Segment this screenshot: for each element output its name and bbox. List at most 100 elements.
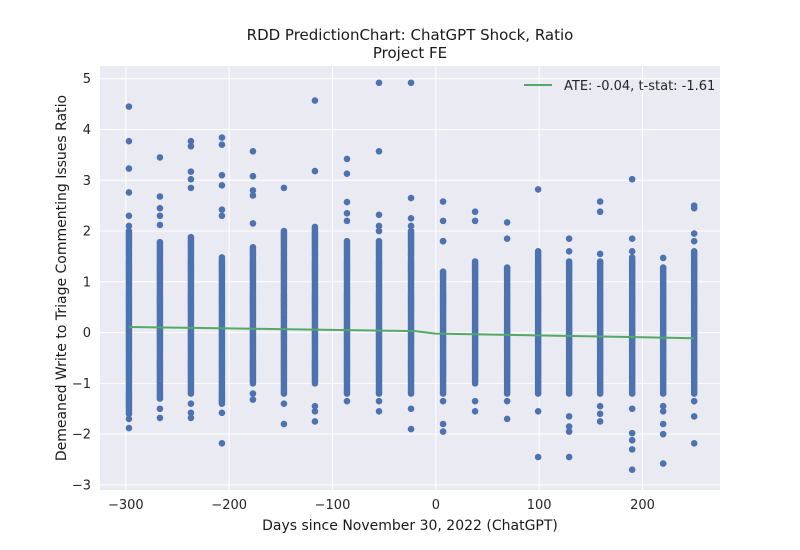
scatter-point xyxy=(280,184,288,192)
scatter-point xyxy=(249,396,257,403)
scatter-point xyxy=(125,415,133,423)
scatter-point xyxy=(375,227,383,235)
scatter-point xyxy=(187,414,195,422)
scatter-point xyxy=(343,198,351,206)
scatter-point xyxy=(218,206,226,214)
scatter-point xyxy=(659,407,667,415)
scatter-point xyxy=(375,407,383,415)
scatter-point xyxy=(375,211,383,219)
scatter-point xyxy=(565,235,573,242)
scatter-point xyxy=(125,189,133,196)
y-axis-ticks: −3 −2 −1 0 1 2 3 4 5 xyxy=(72,72,91,493)
scatter-point xyxy=(311,418,319,425)
y-tick-label: 1 xyxy=(83,275,91,290)
scatter-point xyxy=(690,397,698,405)
scatter-point xyxy=(125,165,133,172)
scatter-point xyxy=(565,423,573,430)
scatter-point xyxy=(125,222,133,230)
scatter-point xyxy=(596,418,604,425)
scatter-point xyxy=(690,237,698,245)
scatter-point xyxy=(343,170,351,177)
scatter-point xyxy=(218,141,226,149)
y-axis-label: Demeaned Write to Triage Commenting Issu… xyxy=(54,95,70,461)
scatter-point xyxy=(503,219,511,226)
scatter-point xyxy=(187,175,195,183)
scatter-point xyxy=(659,430,667,438)
scatter-point xyxy=(690,413,698,420)
scatter-point xyxy=(249,187,257,194)
scatter-point xyxy=(375,79,383,87)
scatter-point xyxy=(187,409,195,417)
scatter-point xyxy=(407,227,415,235)
scatter-point xyxy=(565,248,573,255)
scatter-point xyxy=(280,227,288,235)
scatter-point xyxy=(596,250,604,258)
scatter-point xyxy=(659,402,667,410)
scatter-point xyxy=(471,208,479,216)
scatter-point xyxy=(407,194,415,202)
scatter-point xyxy=(628,405,636,413)
scatter-point xyxy=(439,428,447,435)
scatter-point xyxy=(534,453,542,461)
scatter-point xyxy=(218,182,226,189)
scatter-point xyxy=(218,171,226,179)
chart-subtitle: Project FE xyxy=(373,44,447,62)
scatter-point xyxy=(156,414,164,422)
scatter-point xyxy=(503,235,511,242)
scatter-point xyxy=(596,402,604,410)
scatter-point xyxy=(596,258,604,265)
scatter-point xyxy=(596,198,604,205)
scatter-point xyxy=(565,413,573,420)
y-tick-label: 2 xyxy=(83,225,91,240)
scatter-point xyxy=(249,172,257,180)
scatter-point xyxy=(125,424,133,432)
scatter-point xyxy=(218,409,226,417)
scatter-point xyxy=(311,223,319,231)
y-tick-label: 5 xyxy=(83,72,91,87)
scatter-point xyxy=(125,227,133,235)
scatter-point xyxy=(659,420,667,428)
fit-line-group xyxy=(128,326,695,340)
x-tick-label: −200 xyxy=(211,498,247,513)
scatter-point xyxy=(471,397,479,405)
scatter-point xyxy=(187,137,195,145)
scatter-point xyxy=(156,405,164,413)
legend-label: ATE: -0.04, t-stat: -1.61 xyxy=(564,79,715,94)
scatter-point xyxy=(375,148,383,155)
scatter-point xyxy=(628,436,636,444)
x-axis-ticks: −300 −200 −100 0 100 200 xyxy=(108,498,655,513)
scatter-point xyxy=(249,243,257,251)
scatter-point xyxy=(343,155,351,163)
scatter-point xyxy=(690,248,698,255)
scatter-point xyxy=(156,154,164,161)
scatter-point xyxy=(503,415,511,423)
scatter-point xyxy=(534,248,542,255)
scatter-point xyxy=(218,134,226,141)
scatter-point xyxy=(659,254,667,262)
scatter-point xyxy=(311,97,319,104)
scatter-point xyxy=(628,429,636,437)
x-axis-label: Days since November 30, 2022 (ChatGPT) xyxy=(262,518,558,534)
scatter-point xyxy=(156,221,164,229)
scatter-point xyxy=(187,400,195,407)
scatter-point xyxy=(628,248,636,255)
scatter-point xyxy=(534,407,542,415)
scatter-point xyxy=(311,167,319,175)
y-tick-label: −1 xyxy=(72,377,91,392)
scatter-point xyxy=(565,428,573,435)
scatter-point xyxy=(471,258,479,265)
scatter-point xyxy=(249,148,257,155)
scatter-point xyxy=(343,397,351,405)
y-tick-label: −3 xyxy=(72,478,91,493)
x-tick-label: −300 xyxy=(108,498,144,513)
scatter-point xyxy=(375,397,383,405)
scatter-point xyxy=(280,420,288,428)
scatter-point xyxy=(690,230,698,237)
scatter-point xyxy=(156,238,164,246)
scatter-point xyxy=(503,397,511,405)
legend: ATE: -0.04, t-stat: -1.61 xyxy=(524,79,715,94)
scatter-point xyxy=(125,212,133,220)
scatter-points xyxy=(125,79,698,473)
y-tick-label: 4 xyxy=(83,123,91,138)
